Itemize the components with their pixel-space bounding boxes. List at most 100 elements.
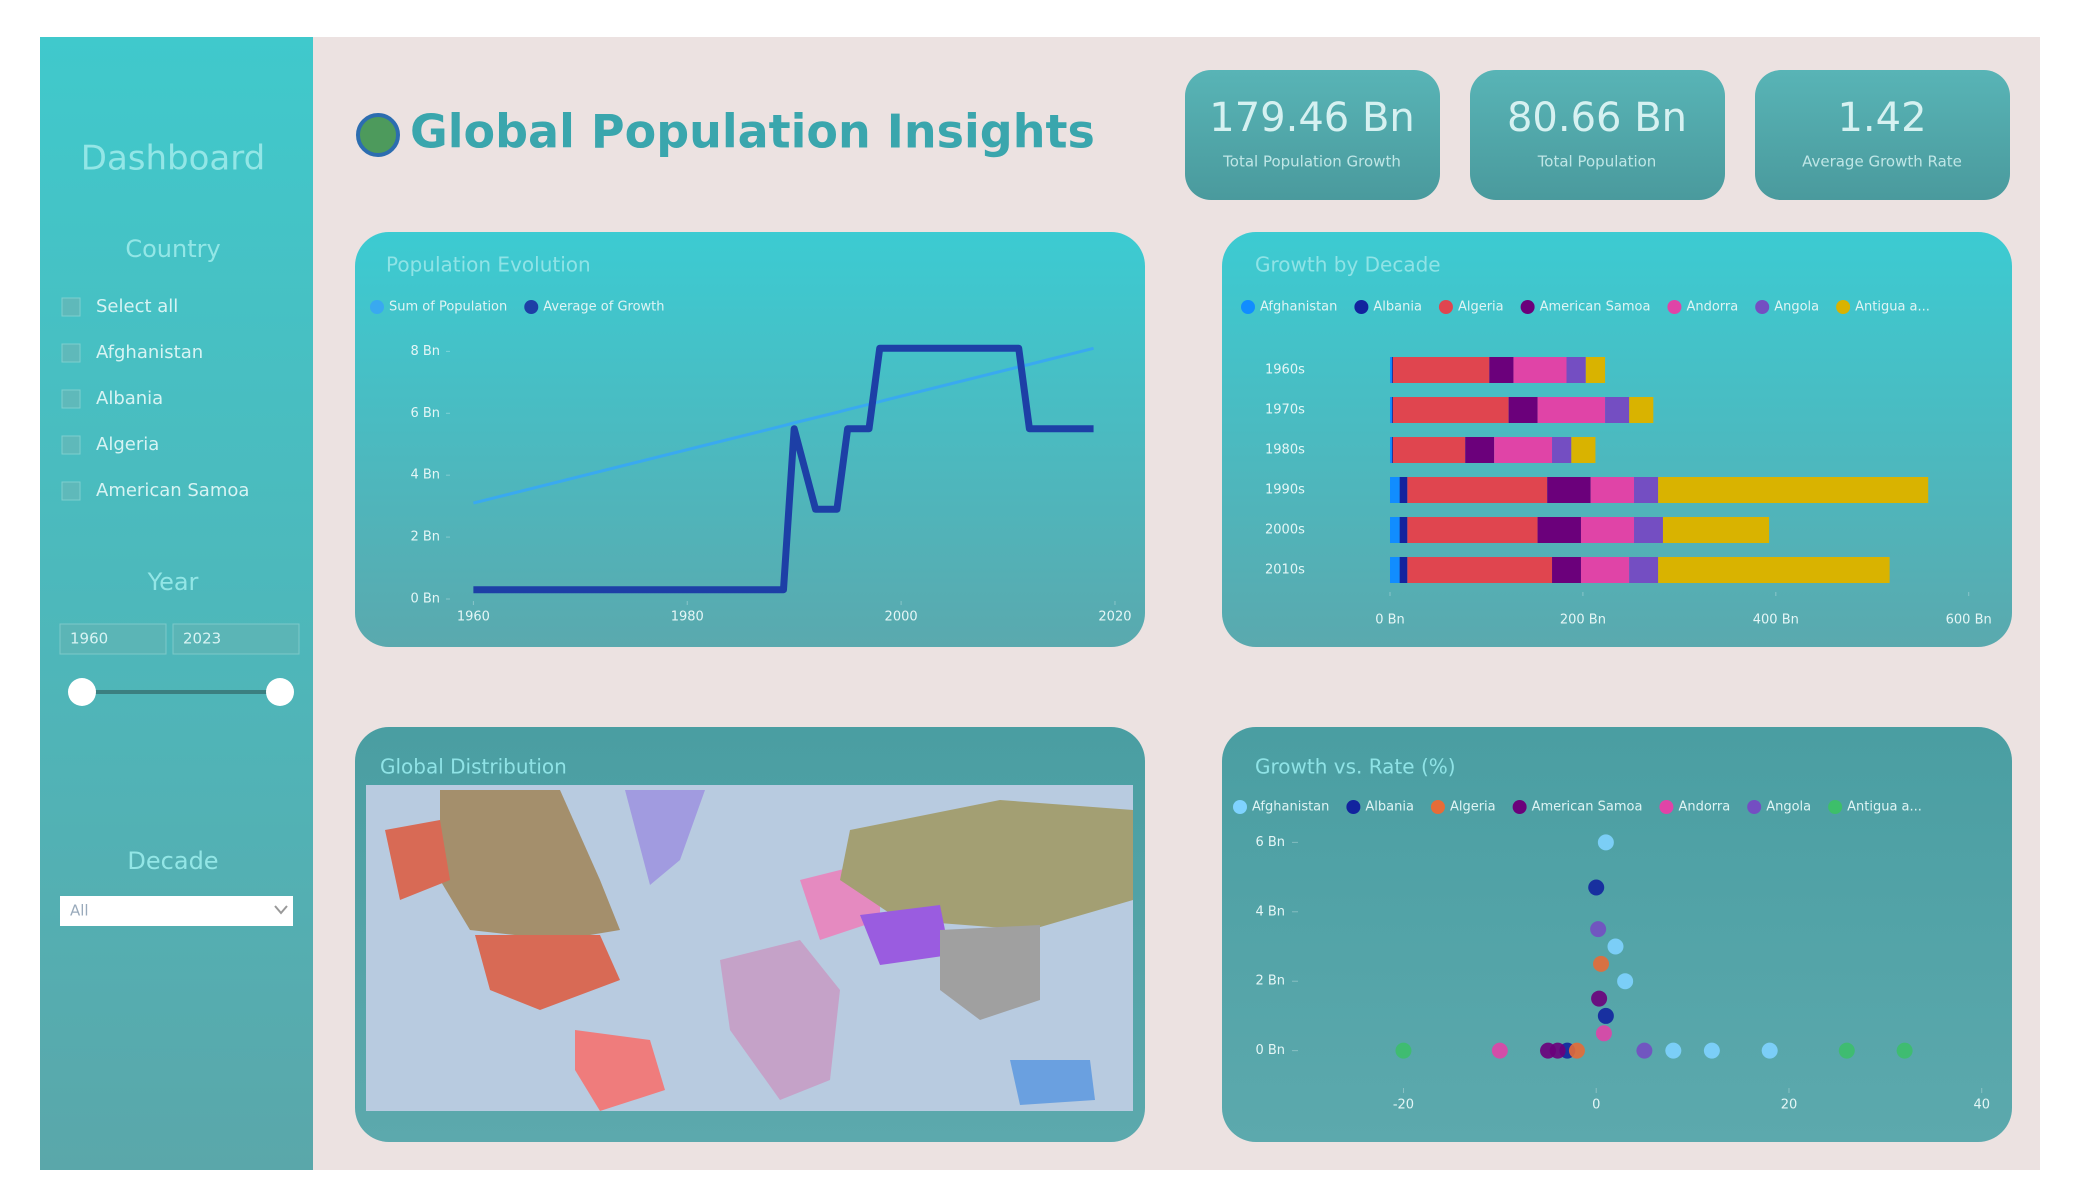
scatter-point [1591,990,1608,1007]
kpi-label: Total Population Growth [1222,153,1401,171]
bar-segment [1566,357,1586,383]
bar-segment [1392,437,1466,463]
legend-marker [1438,300,1453,314]
y-tick-label: 6 Bn [410,406,440,421]
kpi-card [1755,70,2010,200]
legend-marker [1667,300,1682,314]
legend-label: Antigua a... [1847,800,1922,815]
bar-segment [1629,397,1654,423]
legend-label: Albania [1365,800,1414,815]
bar-segment [1390,477,1400,503]
legend-marker [1755,300,1770,314]
y-tick-label: 6 Bn [1255,835,1285,850]
dropdown-arrow [274,905,288,915]
year-input[interactable] [59,623,167,655]
bar-segment [1407,477,1548,503]
legend-marker [1430,800,1445,814]
y-tick-label: 2010s [1265,563,1305,578]
legend-label: Albania [1373,300,1422,315]
x-tick-label: 200 Bn [1560,613,1606,628]
series-line [473,344,1094,594]
land [860,905,950,965]
y-tick-label: 1960s [1265,363,1305,378]
bar-segment [1392,397,1509,423]
kpi-label: Total Population [1537,153,1657,171]
bar-segment [1580,517,1635,543]
y-tick-label: 8 Bn [410,344,440,359]
x-tick-label: 20 [1781,1098,1798,1113]
bar-segment [1571,437,1596,463]
bar-segment [1537,517,1581,543]
land [575,1030,665,1111]
bar-segment [1407,517,1538,543]
bar-segment [1552,437,1572,463]
country-option: Algeria [96,434,159,455]
legend-label: Andorra [1686,300,1738,315]
legend-label: American Samoa [1540,300,1651,315]
checkbox[interactable] [61,343,81,363]
chart-card [1222,232,2012,647]
bar-segment [1465,437,1495,463]
map-title: Global Distribution [380,755,567,779]
country-list: Select all Afghanistan Albania Algeria Ameri… [61,296,249,501]
legend-label: Afghanistan [1252,800,1329,815]
x-tick-label: 0 Bn [1375,613,1405,628]
y-tick-label: 0 Bn [1255,1043,1285,1058]
scatter-point [1665,1042,1682,1059]
legend-label: Angola [1766,800,1811,815]
bar-segment [1391,437,1393,463]
chart-title: Growth vs. Rate (%) [1255,755,1456,779]
scatter-point [1568,1042,1585,1059]
year-to: 2023 [183,630,221,648]
globe-icon [358,115,398,155]
chart-title: Growth by Decade [1255,253,1441,277]
scatter-point [1597,1007,1614,1024]
scatter-point [1761,1042,1778,1059]
scatter-point [1636,1042,1653,1059]
scatter-point [1838,1042,1855,1059]
bar-segment [1508,397,1538,423]
land [840,800,1133,930]
slider-handle[interactable] [68,678,96,706]
bar-segment [1390,557,1400,583]
legend-marker [1659,800,1674,814]
bar-segment [1658,557,1890,583]
country-option: Albania [96,388,163,409]
bar-segment [1399,557,1408,583]
bar-segment [1629,557,1659,583]
x-tick-label: 2020 [1098,610,1131,625]
sidebar [40,37,313,1170]
checkbox[interactable] [61,481,81,501]
bar-segment [1634,477,1659,503]
chart-title: Population Evolution [386,253,591,277]
bar-segment [1390,397,1392,423]
decade-dropdown[interactable] [60,896,293,926]
filter-label: Country [125,235,220,263]
bar-segment [1585,357,1606,383]
legend-label: Sum of Population [389,300,507,315]
kpi-value: 179.46 Bn [1209,95,1414,141]
bar-segment [1513,357,1567,383]
slider-handle[interactable] [266,678,294,706]
scatter-point [1703,1042,1720,1059]
legend-label: Andorra [1678,800,1730,815]
scatter-point [1896,1042,1913,1059]
year-input[interactable] [172,623,300,655]
bar-segment [1605,397,1630,423]
y-tick-label: 2000s [1265,523,1305,538]
legend-marker [1828,800,1843,814]
y-tick-label: 4 Bn [1255,904,1285,919]
legend-marker [1520,300,1535,314]
country-option: Afghanistan [96,342,203,363]
bar-segment [1658,477,1929,503]
filter-label: Decade [127,847,218,875]
checkbox[interactable] [61,435,81,455]
kpi-value: 1.42 [1837,95,1926,141]
checkbox[interactable] [61,389,81,409]
x-tick-label: 600 Bn [1946,613,1992,628]
globe-icon [356,113,400,157]
checkbox[interactable] [61,297,81,317]
scatter-point [1607,938,1624,955]
kpi-row: 179.46 Bn Total Population Growth 80.66 Bn… [1185,70,2010,200]
